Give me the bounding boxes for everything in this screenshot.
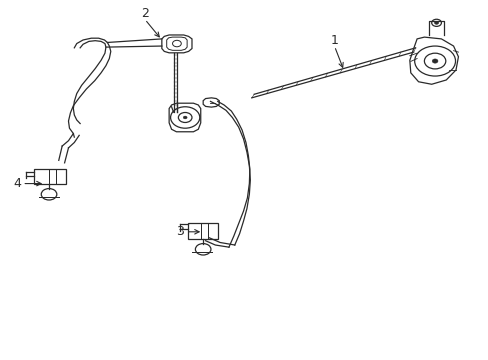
Text: 2: 2 <box>141 8 148 21</box>
Text: 4: 4 <box>14 177 21 190</box>
Text: 1: 1 <box>330 34 338 47</box>
Circle shape <box>434 21 438 24</box>
Circle shape <box>431 59 437 63</box>
Circle shape <box>183 116 187 119</box>
Text: 3: 3 <box>176 225 184 238</box>
